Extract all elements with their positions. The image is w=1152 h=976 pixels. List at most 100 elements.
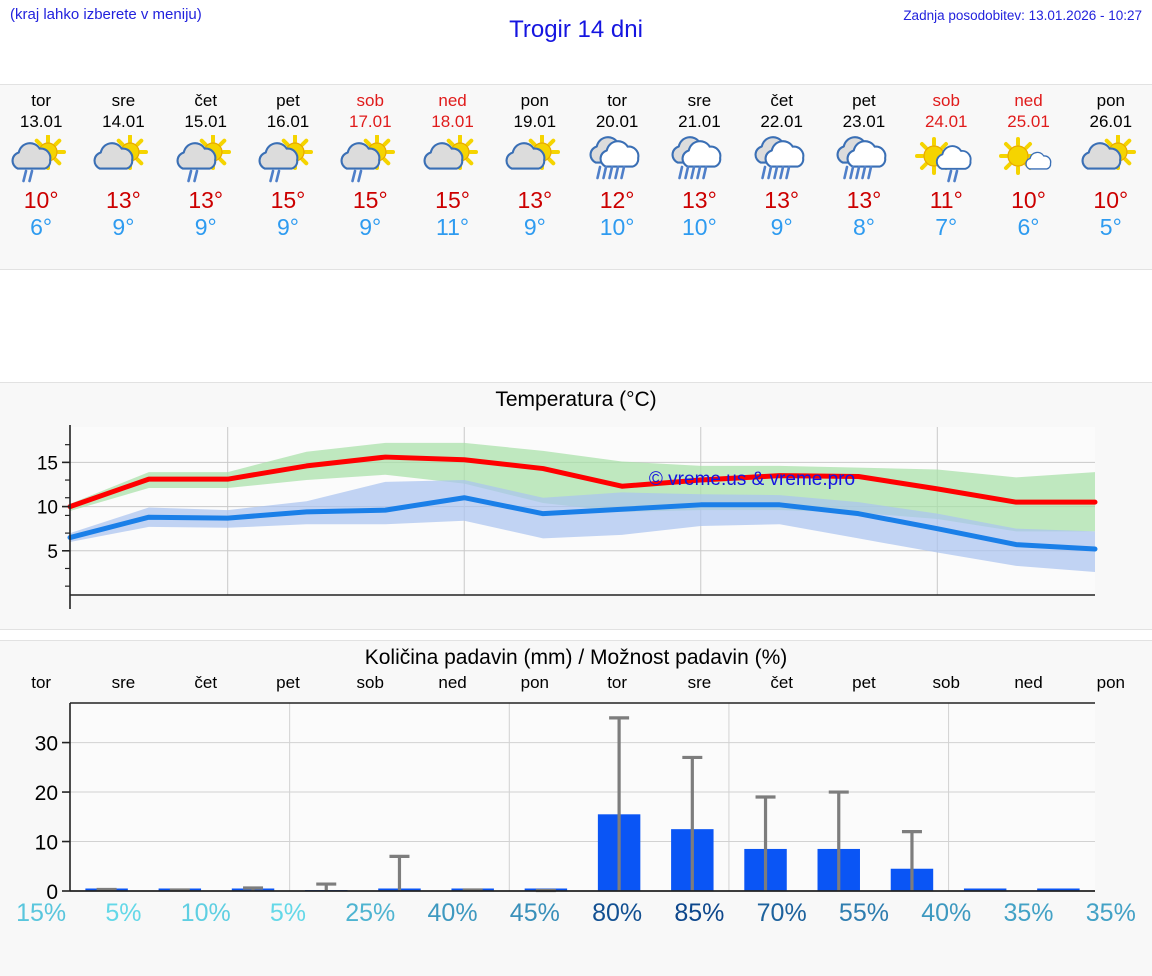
precipitation-day-label: čet bbox=[194, 673, 218, 692]
precipitation-probability-label: 5% bbox=[105, 899, 142, 927]
sun-cloud-icon bbox=[417, 134, 489, 186]
day-name: čet bbox=[770, 91, 794, 110]
day-date: 16.01 bbox=[266, 112, 310, 131]
day-column[interactable]: ned 25.01 10° 6° bbox=[987, 85, 1069, 269]
precipitation-probability-label: 80% bbox=[592, 899, 643, 927]
day-column[interactable]: pon 26.01 10° 5° bbox=[1070, 85, 1152, 269]
day-name: ned bbox=[438, 91, 467, 110]
precipitation-probability-label: 25% bbox=[345, 899, 396, 927]
precipitation-probability-label: 10% bbox=[180, 899, 231, 927]
day-max-temperature: 13° bbox=[106, 187, 141, 213]
day-max-temperature: 10° bbox=[23, 187, 59, 213]
precipitation-y-tick-label: 10 bbox=[35, 832, 58, 855]
day-name: sre bbox=[687, 91, 712, 110]
day-name: pon bbox=[1096, 91, 1125, 110]
day-date: 18.01 bbox=[431, 112, 474, 131]
day-min-temperature: 7° bbox=[935, 214, 958, 240]
precipitation-probability-label: 45% bbox=[509, 899, 560, 927]
page-header: (kraj lahko izberete v meniju) Trogir 14… bbox=[0, 0, 1152, 62]
day-column[interactable]: sob 24.01 11° 7° bbox=[905, 85, 987, 269]
last-updated: Zadnja posodobitev: 13.01.2026 - 10:27 bbox=[903, 8, 1142, 23]
day-min-temperature: 10° bbox=[599, 214, 635, 240]
sun-cloud-icon bbox=[87, 134, 159, 186]
day-max-temperature: 13° bbox=[188, 187, 224, 213]
day-max-temperature: 11° bbox=[929, 187, 963, 213]
day-min-temperature: 5° bbox=[1099, 214, 1122, 240]
day-min-temperature: 9° bbox=[194, 214, 217, 240]
precipitation-day-label: sre bbox=[111, 673, 136, 692]
overcast-rain-icon bbox=[828, 134, 900, 186]
precipitation-probability-label: 15% bbox=[16, 899, 67, 927]
day-column[interactable]: čet 15.01 13° 9° bbox=[165, 85, 247, 269]
sun-cloud-rain-icon bbox=[252, 134, 324, 186]
precipitation-plot: 0 10 20 30 bbox=[0, 697, 1152, 902]
sun-cloud-rain-icon bbox=[170, 134, 242, 186]
day-min-temperature: 9° bbox=[770, 214, 793, 240]
day-date: 26.01 bbox=[1089, 112, 1133, 131]
day-name: pet bbox=[852, 91, 876, 110]
day-column[interactable]: pet 16.01 15° 9° bbox=[247, 85, 329, 269]
day-column[interactable]: ned 18.01 15° 11° bbox=[411, 85, 493, 269]
overcast-rain-icon bbox=[663, 134, 735, 186]
day-date: 15.01 bbox=[184, 112, 227, 131]
precipitation-y-tick-label: 30 bbox=[35, 733, 58, 756]
precipitation-probability-label: 55% bbox=[838, 899, 889, 927]
day-name: pet bbox=[276, 91, 300, 110]
day-column[interactable]: sre 21.01 13° 10° bbox=[658, 85, 740, 269]
temperature-y-tick-label: 5 bbox=[47, 542, 58, 563]
day-max-temperature: 13° bbox=[682, 187, 717, 213]
sun-cloud-rain-icon bbox=[334, 134, 406, 186]
precipitation-day-label: sob bbox=[356, 673, 384, 692]
temperature-chart-section: Temperatura (°C) 5 10 15 © vreme.us & vreme… bbox=[0, 382, 1152, 630]
precipitation-probability-row: 15% 5% 10% 5% 25% 40% 45% 80% 85% 70% 55% 40% 35% 35% bbox=[0, 899, 1152, 939]
precipitation-day-label: ned bbox=[438, 673, 467, 692]
day-name: pon bbox=[520, 91, 550, 110]
precipitation-bar bbox=[1037, 888, 1080, 891]
daily-forecast-strip: tor 13.01 10° 6° sre 14.01 13° 9° čet 15.01 13° 9° p… bbox=[0, 84, 1152, 270]
precipitation-probability-label: 40% bbox=[921, 899, 972, 927]
day-name: ned bbox=[1014, 91, 1043, 110]
day-name: tor bbox=[607, 91, 628, 110]
precipitation-chart-title: Količina padavin (mm) / Možnost padavin … bbox=[364, 646, 788, 669]
precipitation-probability-label: 85% bbox=[674, 899, 725, 927]
day-date: 25.01 bbox=[1007, 112, 1050, 131]
sun-small-cloud-icon bbox=[993, 134, 1065, 186]
day-date: 20.01 bbox=[595, 112, 639, 131]
day-column[interactable]: pet 23.01 13° 8° bbox=[823, 85, 905, 269]
day-min-temperature: 9° bbox=[359, 214, 382, 240]
page-title: Trogir 14 dni bbox=[509, 16, 643, 43]
day-name: tor bbox=[31, 91, 52, 110]
precipitation-probability-label: 35% bbox=[1003, 899, 1054, 927]
precipitation-bar bbox=[963, 888, 1007, 891]
day-column[interactable]: tor 20.01 12° 10° bbox=[576, 85, 658, 269]
day-column[interactable]: čet 22.01 13° 9° bbox=[741, 85, 823, 269]
day-column[interactable]: tor 13.01 10° 6° bbox=[0, 85, 82, 269]
day-date: 24.01 bbox=[924, 112, 968, 131]
precipitation-day-label: tor bbox=[607, 673, 628, 692]
sun-cloud-icon bbox=[1075, 134, 1147, 186]
day-date: 13.01 bbox=[19, 112, 63, 131]
precipitation-day-label: pet bbox=[852, 673, 876, 692]
precipitation-probability-label: 35% bbox=[1085, 899, 1136, 927]
day-name: sob bbox=[356, 91, 384, 110]
day-max-temperature: 10° bbox=[1011, 187, 1046, 213]
day-column[interactable]: sob 17.01 15° 9° bbox=[329, 85, 411, 269]
day-min-temperature: 9° bbox=[276, 214, 299, 240]
day-column[interactable]: sre 14.01 13° 9° bbox=[82, 85, 164, 269]
day-min-temperature: 9° bbox=[112, 214, 135, 240]
overcast-rain-icon bbox=[581, 134, 653, 186]
precipitation-probability-label: 5% bbox=[269, 899, 307, 927]
day-min-temperature: 10° bbox=[682, 214, 717, 240]
day-max-temperature: 13° bbox=[846, 187, 882, 213]
day-date: 23.01 bbox=[842, 112, 886, 131]
temperature-plot: 5 10 15 © vreme.us & vreme.pro bbox=[0, 417, 1152, 617]
day-max-temperature: 15° bbox=[352, 187, 388, 213]
precipitation-day-label: pon bbox=[1096, 673, 1125, 692]
day-column[interactable]: pon 19.01 13° 9° bbox=[494, 85, 576, 269]
precipitation-day-label: ned bbox=[1014, 673, 1043, 692]
sun-cloud-rain-right-icon bbox=[910, 134, 982, 186]
day-name: sob bbox=[932, 91, 960, 110]
overcast-rain-icon bbox=[746, 134, 818, 186]
day-max-temperature: 15° bbox=[435, 187, 470, 213]
day-date: 14.01 bbox=[102, 112, 145, 131]
